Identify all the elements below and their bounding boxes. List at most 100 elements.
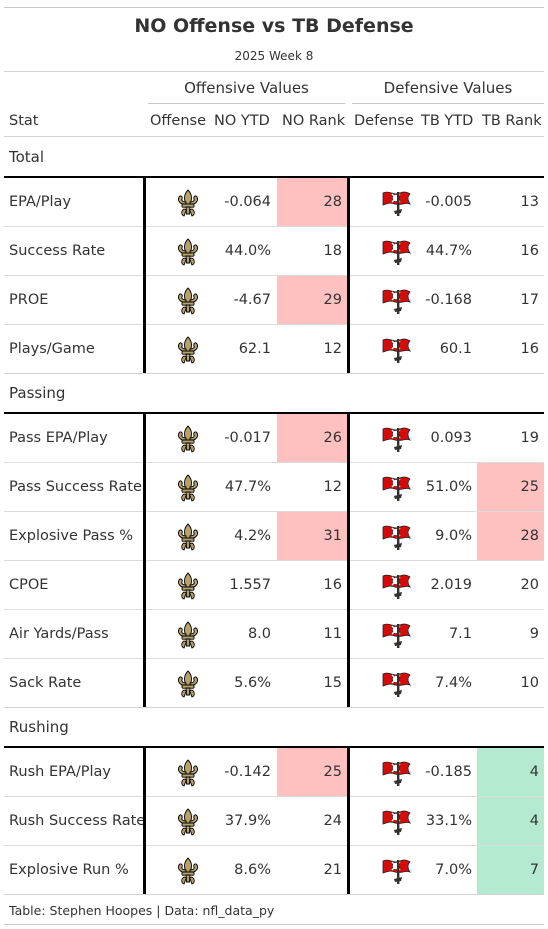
spanner-line-defense [352, 103, 544, 104]
table-row: Success Rate 44.0% 18 44.7% 16 [0, 227, 548, 276]
tb-rank-value: 16 [520, 341, 539, 357]
buccaneers-flag-icon [380, 238, 412, 270]
rank-highlight [277, 512, 347, 560]
col-header-tb-rank: TB Rank [482, 113, 542, 129]
tb-ytd-value: 51.0% [425, 479, 472, 495]
col-header-defense: Defense [354, 113, 414, 129]
column-rule [347, 412, 350, 708]
no-ytd-value: 8.0 [247, 626, 271, 642]
stat-name: EPA/Play [9, 194, 72, 210]
header-divider [4, 136, 544, 137]
no-rank-value: 15 [323, 675, 342, 691]
row-divider [4, 511, 544, 512]
row-divider [4, 658, 544, 659]
stat-name: CPOE [9, 577, 49, 593]
stat-name: Rush EPA/Play [9, 764, 111, 780]
col-header-offense: Offense [150, 113, 206, 129]
buccaneers-flag-icon [380, 336, 412, 368]
tb-rank-value: 13 [520, 194, 539, 210]
buccaneers-flag-icon [380, 808, 412, 840]
column-rule [347, 746, 350, 895]
buccaneers-flag-icon [380, 572, 412, 604]
group-label: Passing [9, 384, 66, 402]
spanner-offensive-values: Offensive Values [184, 79, 309, 97]
group-rule [4, 176, 544, 178]
stat-name: Air Yards/Pass [9, 626, 109, 642]
no-rank-value: 16 [323, 577, 342, 593]
buccaneers-flag-icon [380, 621, 412, 653]
no-ytd-value: 44.0% [224, 243, 271, 259]
row-divider [4, 462, 544, 463]
stat-name: Pass EPA/Play [9, 430, 108, 446]
buccaneers-flag-icon [380, 287, 412, 319]
fleur-de-lis-icon [175, 425, 201, 457]
buccaneers-flag-icon [380, 670, 412, 702]
fleur-de-lis-icon [175, 857, 201, 889]
fleur-de-lis-icon [175, 189, 201, 221]
table-row: Plays/Game 62.1 12 60.1 16 [0, 325, 548, 374]
tb-rank-value: 25 [520, 479, 539, 495]
no-rank-value: 18 [323, 243, 342, 259]
rank-highlight [477, 512, 544, 560]
no-rank-value: 24 [323, 813, 342, 829]
table-row: Pass Success Rate 47.7% 12 51.0% 25 [0, 463, 548, 512]
fleur-de-lis-icon [175, 474, 201, 506]
table-row: Rush Success Rate 37.9% 24 33.1% 4 [0, 797, 548, 846]
spanner-line-offense [148, 103, 345, 104]
spanner-defensive-values: Defensive Values [383, 79, 513, 97]
column-rule [143, 746, 146, 895]
rank-highlight [277, 414, 347, 462]
stat-name: Explosive Run % [9, 862, 129, 878]
stat-name: Rush Success Rate [9, 813, 146, 829]
fleur-de-lis-icon [175, 808, 201, 840]
buccaneers-flag-icon [380, 857, 412, 889]
buccaneers-flag-icon [380, 425, 412, 457]
bottom-border [4, 924, 544, 925]
table-row: Air Yards/Pass 8.0 11 7.1 9 [0, 610, 548, 659]
tb-ytd-value: 9.0% [435, 528, 472, 544]
col-header-no-rank: NO Rank [282, 113, 346, 129]
group-label: Rushing [9, 718, 69, 736]
tb-ytd-value: 33.1% [425, 813, 472, 829]
tb-rank-value: 4 [529, 764, 539, 780]
tb-rank-value: 4 [529, 813, 539, 829]
fleur-de-lis-icon [175, 759, 201, 791]
tb-ytd-value: 2.019 [430, 577, 472, 593]
column-rule [143, 412, 146, 708]
tb-rank-value: 9 [529, 626, 539, 642]
table-row: EPA/Play -0.064 28 -0.005 13 [0, 178, 548, 227]
column-rule [347, 176, 350, 374]
no-ytd-value: -0.142 [224, 764, 271, 780]
footer-divider [4, 894, 544, 895]
tb-ytd-value: 60.1 [439, 341, 472, 357]
rank-highlight [477, 748, 544, 796]
tb-rank-value: 17 [520, 292, 539, 308]
buccaneers-flag-icon [380, 189, 412, 221]
rank-highlight [277, 178, 347, 226]
tb-rank-value: 10 [520, 675, 539, 691]
no-rank-value: 29 [323, 292, 342, 308]
fleur-de-lis-icon [175, 670, 201, 702]
row-divider [4, 796, 544, 797]
table-row: Explosive Run % 8.6% 21 7.0% 7 [0, 846, 548, 895]
table-subtitle: 2025 Week 8 [234, 49, 314, 63]
stat-name: PROE [9, 292, 49, 308]
buccaneers-flag-icon [380, 474, 412, 506]
tb-rank-value: 7 [529, 862, 539, 878]
no-rank-value: 12 [323, 341, 342, 357]
stat-name: Success Rate [9, 243, 106, 259]
rank-highlight [477, 846, 544, 894]
fleur-de-lis-icon [175, 523, 201, 555]
table-title: NO Offense vs TB Defense [134, 15, 414, 37]
stat-name: Pass Success Rate [9, 479, 142, 495]
tb-ytd-value: 7.0% [435, 862, 472, 878]
tb-ytd-value: -0.168 [425, 292, 472, 308]
table-row: Sack Rate 5.6% 15 7.4% 10 [0, 659, 548, 708]
tb-rank-value: 28 [520, 528, 539, 544]
row-divider [4, 275, 544, 276]
group-label: Total [9, 148, 45, 166]
fleur-de-lis-icon [175, 336, 201, 368]
col-header-tb-ytd: TB YTD [421, 113, 474, 129]
stat-name: Sack Rate [9, 675, 82, 691]
